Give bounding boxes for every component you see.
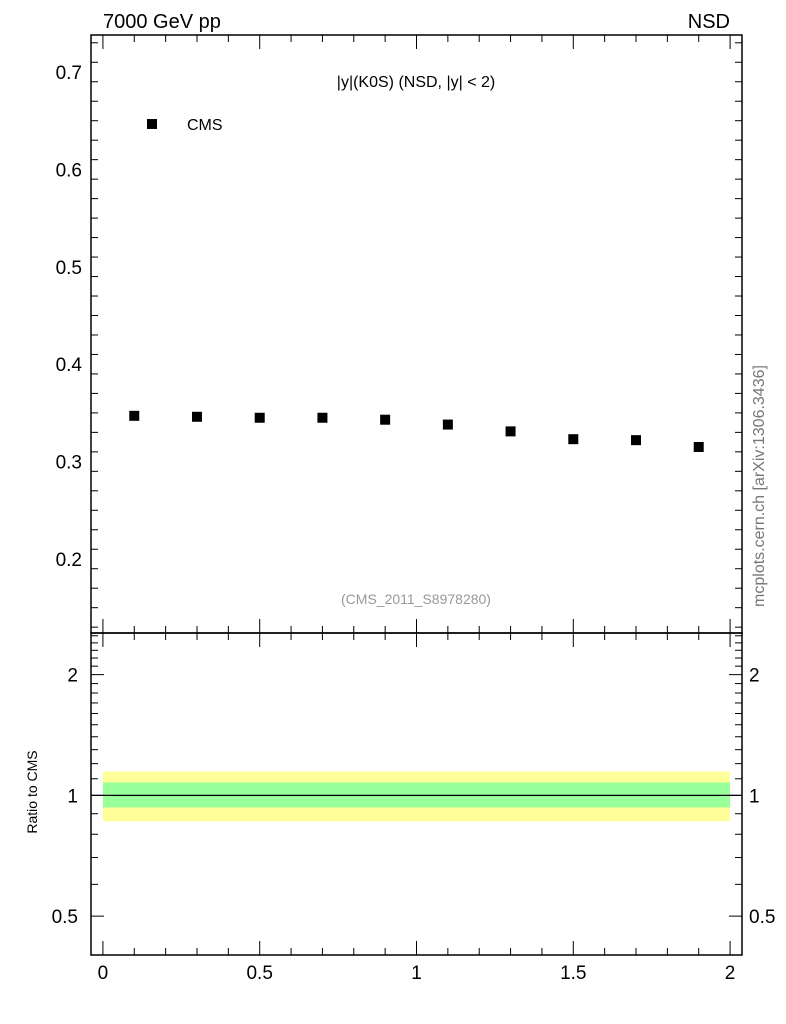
y-tick-label: 0.4 (56, 355, 83, 376)
y-tick-label: 0.2 (56, 550, 82, 571)
x-tick-label: 1 (411, 963, 422, 984)
data-point (191, 411, 202, 422)
data-point (505, 426, 516, 437)
data-point (380, 414, 391, 425)
ratio-y-tick-label-right: 2 (749, 666, 760, 687)
x-tick-label: 0 (98, 963, 109, 984)
data-point (317, 412, 328, 423)
analysis-label: (CMS_2011_S8978280) (341, 591, 491, 607)
legend-label: CMS (187, 117, 223, 134)
ratio-y-tick-label: 2 (67, 666, 78, 687)
y-tick-label: 0.7 (56, 63, 82, 84)
ratio-y-tick-label: 1 (67, 786, 78, 807)
header-right: NSD (688, 11, 730, 33)
y-tick-label: 0.6 (56, 160, 82, 181)
data-point (631, 435, 642, 446)
y-tick-label: 0.3 (56, 453, 82, 474)
ratio-y-tick-label-right: 1 (749, 786, 760, 807)
header-left: 7000 GeV pp (103, 11, 221, 33)
x-tick-label: 2 (725, 963, 736, 984)
data-point (254, 412, 265, 423)
y-tick-label: 0.5 (56, 258, 82, 279)
data-point (568, 434, 579, 445)
chart-title: |y|(K0S) (NSD, |y| < 2) (337, 74, 495, 91)
side-label: mcplots.cern.ch [arXiv:1306.3436] (751, 365, 768, 607)
legend-marker (147, 119, 157, 129)
data-point (129, 410, 140, 421)
data-point (693, 441, 704, 452)
x-tick-label: 1.5 (560, 963, 586, 984)
ratio-y-tick-label: 0.5 (52, 907, 78, 928)
data-point (442, 419, 453, 430)
ratio-y-tick-label-right: 0.5 (749, 907, 775, 928)
ratio-ylabel: Ratio to CMS (24, 750, 40, 833)
x-tick-label: 0.5 (246, 963, 272, 984)
